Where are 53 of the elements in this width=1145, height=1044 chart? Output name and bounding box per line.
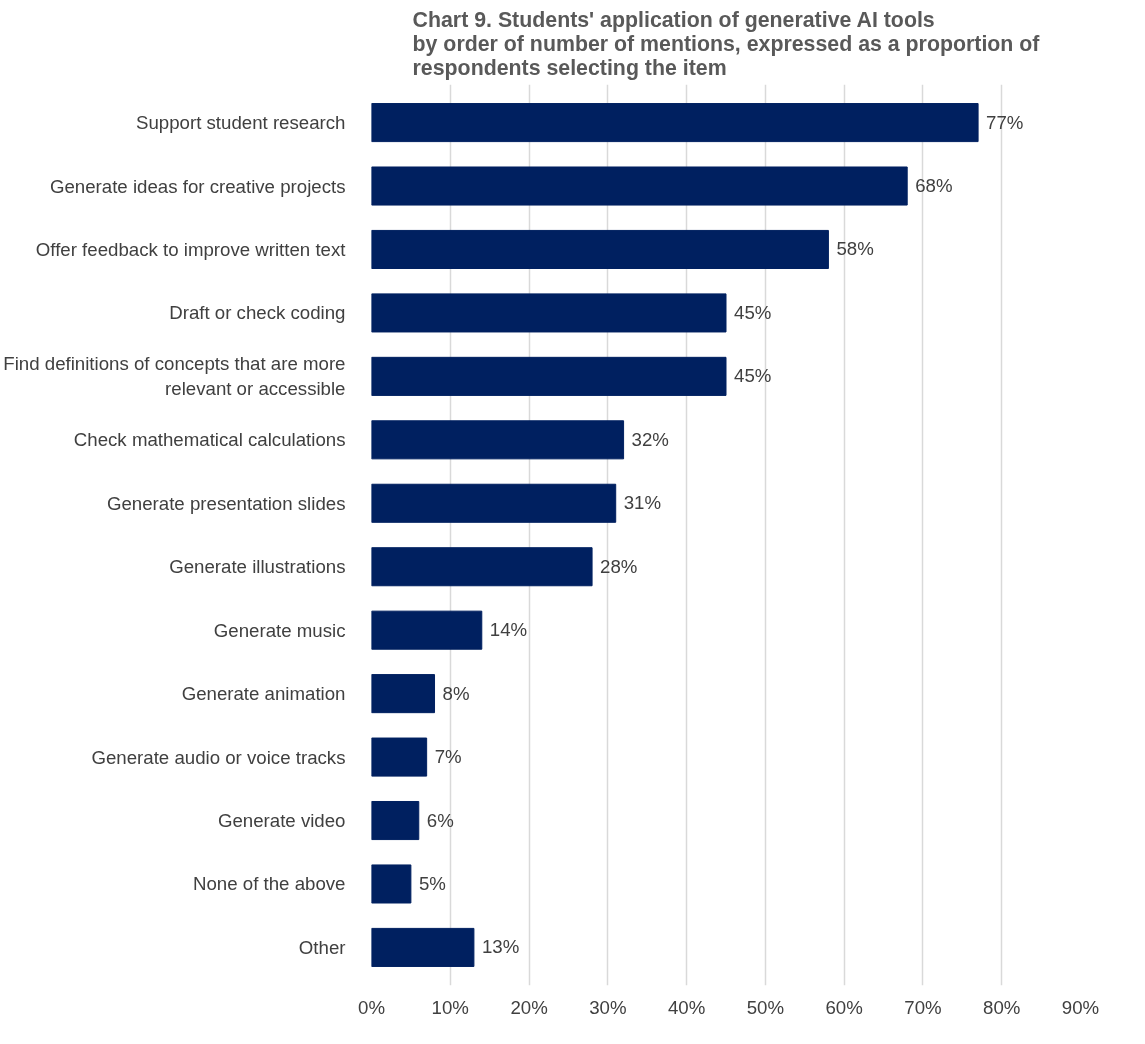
x-tick-label: 60% xyxy=(825,996,863,1018)
y-tick-label: Check mathematical calculations xyxy=(73,429,346,451)
data-label: 28% xyxy=(600,555,638,577)
data-label: 58% xyxy=(836,238,874,260)
bar xyxy=(371,166,908,206)
data-label: 68% xyxy=(915,175,953,197)
y-tick-label: Support student research xyxy=(136,112,346,134)
x-tick-label: 90% xyxy=(1061,996,1100,1018)
bar xyxy=(371,293,727,333)
bar xyxy=(371,800,420,841)
y-tick-label: Generate ideas for creative projects xyxy=(49,175,346,197)
data-label: 14% xyxy=(489,619,528,641)
y-tick-label: Generate audio or voice tracks xyxy=(91,746,346,768)
data-label: 31% xyxy=(623,492,662,514)
data-label: 32% xyxy=(631,428,669,450)
y-tick-label: Other xyxy=(298,936,346,958)
data-label: 8% xyxy=(442,682,470,704)
y-tick-label: Draft or check coding xyxy=(169,302,346,324)
bar xyxy=(371,737,428,777)
y-tick-label: Generate presentation slides xyxy=(106,492,346,514)
y-tick-label: Offer feedback to improve written text xyxy=(35,238,347,260)
data-label: 7% xyxy=(434,746,462,768)
bar xyxy=(371,420,625,460)
y-tick-label: Generate music xyxy=(213,619,346,641)
bar xyxy=(371,483,617,523)
data-label: 77% xyxy=(986,111,1024,133)
x-tick-label: 20% xyxy=(510,996,548,1018)
bar xyxy=(371,103,979,143)
bar xyxy=(371,674,436,714)
chart-title: Chart 9. Students' application of generative AI tools by order of number of mentions, expressed as a proportion of respondents selecting the item xyxy=(412,7,1041,80)
bar xyxy=(371,547,593,587)
x-tick-label: 30% xyxy=(589,996,627,1018)
y-tick-label: Generate animation xyxy=(181,683,346,705)
data-label: 5% xyxy=(418,872,446,894)
data-label: 13% xyxy=(481,936,520,958)
x-tick-label: 80% xyxy=(983,996,1021,1018)
bar xyxy=(371,356,727,396)
y-tick-label: Generate illustrations xyxy=(169,556,346,578)
x-tick-label: 70% xyxy=(904,996,942,1018)
y-tick-label: Generate video xyxy=(217,810,346,832)
y-tick-label: None of the above xyxy=(193,873,346,895)
x-tick-label: 40% xyxy=(667,996,706,1018)
bar xyxy=(371,927,475,967)
data-label: 45% xyxy=(734,301,772,323)
bar xyxy=(371,864,412,904)
bar xyxy=(371,229,829,270)
data-label: 45% xyxy=(734,365,772,387)
x-tick-label: 0% xyxy=(358,996,385,1018)
x-tick-label: 50% xyxy=(746,996,785,1018)
x-tick-label: 10% xyxy=(431,996,469,1018)
bar xyxy=(371,610,483,650)
y-tick-label: Find definitions of concepts that are more relevant or accessible xyxy=(3,353,346,400)
data-label: 6% xyxy=(426,809,454,831)
